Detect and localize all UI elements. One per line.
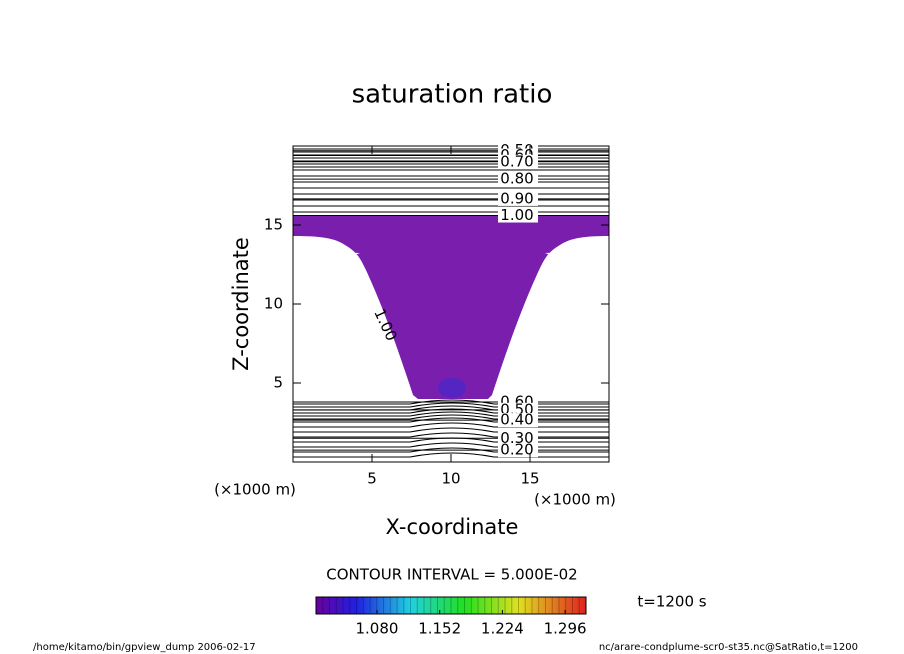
contour-line	[293, 442, 609, 448]
saturated-region	[293, 216, 609, 399]
contour-label: 0.90	[500, 189, 533, 207]
time-label: t=1200 s	[637, 593, 706, 611]
x-unit: (×1000 m)	[534, 491, 616, 509]
contour-line	[293, 408, 609, 414]
contour-line	[293, 417, 609, 423]
x-tick-label: 15	[520, 470, 539, 488]
label-bg	[498, 172, 538, 187]
contour-line	[293, 399, 609, 405]
contour-lines	[293, 148, 609, 458]
contour-label: 0.80	[500, 170, 533, 188]
label-bg	[498, 431, 538, 446]
peak-region	[438, 378, 466, 398]
label-bg	[498, 443, 538, 458]
contour-label: 0.20	[500, 441, 533, 459]
y-tick-label: 15	[264, 216, 283, 234]
contour-line	[293, 411, 609, 417]
x-tick-label: 5	[367, 470, 377, 488]
contour-line	[293, 427, 609, 433]
label-bg	[498, 413, 538, 428]
contour-line	[293, 432, 609, 438]
label-bg	[498, 191, 538, 206]
contour-line	[293, 452, 609, 458]
label-bg	[498, 154, 538, 169]
colorbar-tick-label: 1.080	[355, 620, 398, 638]
x-tick-label: 10	[441, 470, 460, 488]
y-tick-label: 5	[273, 374, 283, 392]
contour-interval: CONTOUR INTERVAL = 5.000E-02	[326, 566, 577, 584]
contour-label: 1.00	[500, 206, 533, 224]
chart-title: saturation ratio	[352, 80, 553, 110]
contour-label: 0.70	[500, 152, 533, 170]
contour-line	[293, 422, 609, 428]
contour-line	[293, 447, 609, 453]
colorbar	[315, 596, 587, 615]
x-unit: (×1000 m)	[214, 481, 296, 499]
y-axis-label: Z-coordinate	[229, 237, 253, 371]
footer-right: nc/arare-condplume-scr0-st35.nc@SatRatio…	[599, 642, 858, 653]
footer-left: /home/kitamo/bin/gpview_dump 2006-02-17	[33, 642, 256, 653]
colorbar-tick-label: 1.296	[544, 620, 587, 638]
contour-line	[293, 414, 609, 420]
colorbar-tick-label: 1.152	[418, 620, 461, 638]
y-tick-label: 10	[264, 295, 283, 313]
colorbar-tick-label: 1.224	[481, 620, 524, 638]
contour-line	[293, 402, 609, 408]
contour-label: 0.30	[500, 429, 533, 447]
x-axis-label: X-coordinate	[386, 515, 519, 539]
label-bg	[498, 208, 538, 223]
contour-label: 0.40	[500, 411, 533, 429]
